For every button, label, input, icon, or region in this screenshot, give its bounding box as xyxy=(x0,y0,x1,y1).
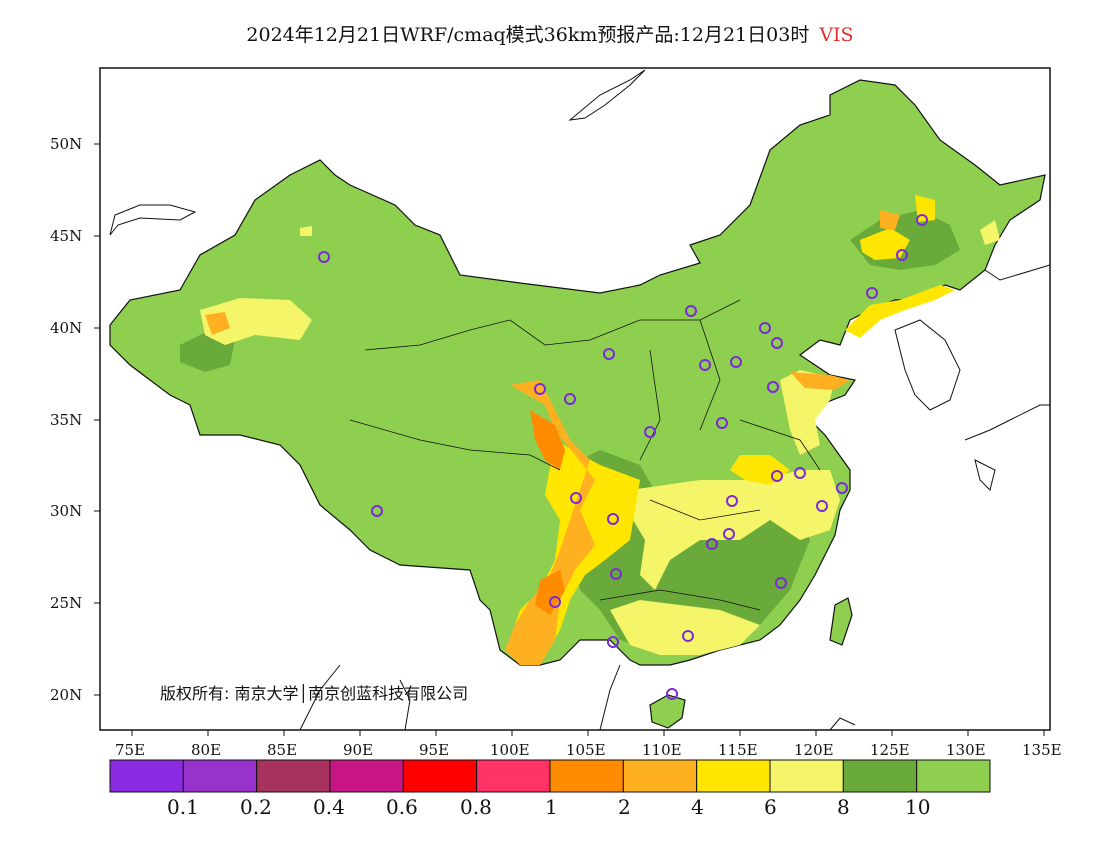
lon-label-110e: 110E xyxy=(642,741,682,759)
legend-swatch xyxy=(182,759,258,793)
legend-swatch xyxy=(916,759,991,793)
lon-label-130e: 130E xyxy=(946,741,986,759)
lat-label-50n: 50N xyxy=(50,135,83,153)
lat-label-25n: 25N xyxy=(50,594,83,612)
lon-label-120e: 120E xyxy=(794,741,834,759)
legend-tick-label: 0.4 xyxy=(313,795,345,819)
legend-swatch xyxy=(256,759,331,793)
legend-swatch xyxy=(549,759,624,793)
lon-label-95e: 95E xyxy=(419,741,450,759)
lat-label-40n: 40N xyxy=(50,319,83,337)
legend-bar xyxy=(109,759,991,793)
title-text: 2024年12月21日WRF/cmaq模式36km预报产品:12月21日03时 xyxy=(246,24,810,46)
legend-tick-label: 0.8 xyxy=(460,795,492,819)
lat-label-30n: 30N xyxy=(50,502,83,520)
lat-label-45n: 45N xyxy=(50,227,83,245)
legend-swatch xyxy=(769,759,844,793)
lon-label-125e: 125E xyxy=(870,741,910,759)
variable-name: VIS xyxy=(819,24,854,46)
lon-label-85e: 85E xyxy=(267,741,298,759)
legend-swatch xyxy=(476,759,551,793)
lon-label-100e: 100E xyxy=(490,741,530,759)
legend-tick-label: 6 xyxy=(764,795,777,819)
lon-label-135e: 135E xyxy=(1022,741,1062,759)
lon-label-115e: 115E xyxy=(718,741,758,759)
neighbour-coastlines xyxy=(109,69,1051,731)
lon-label-80e: 80E xyxy=(191,741,222,759)
legend-tick-label: 2 xyxy=(618,795,631,819)
legend-tick-label: 0.1 xyxy=(167,795,199,819)
lon-label-75e: 75E xyxy=(115,741,146,759)
lon-label-105e: 105E xyxy=(566,741,606,759)
lat-label-20n: 20N xyxy=(50,686,83,704)
lon-ticks xyxy=(131,730,1045,736)
lat-label-35n: 35N xyxy=(50,411,83,429)
lat-ticks xyxy=(94,143,100,696)
taiwan-island xyxy=(829,597,853,646)
map-title: 2024年12月21日WRF/cmaq模式36km预报产品:12月21日03时 V… xyxy=(0,20,1100,47)
legend-swatch xyxy=(696,759,771,793)
legend-swatch xyxy=(329,759,404,793)
legend-swatch xyxy=(109,759,184,793)
legend-tick-label: 4 xyxy=(691,795,704,819)
station-markers xyxy=(318,214,928,700)
lon-label-90e: 90E xyxy=(343,741,374,759)
copyright-text: 版权所有: 南京大学│南京创蓝科技有限公司 xyxy=(160,684,469,703)
legend-tick-label: 8 xyxy=(837,795,850,819)
legend-tick-label: 10 xyxy=(905,795,931,819)
legend-swatch xyxy=(842,759,918,793)
legend-tick-label: 0.6 xyxy=(386,795,418,819)
legend-swatch xyxy=(622,759,698,793)
legend-swatch xyxy=(402,759,478,793)
legend-tick-label: 0.2 xyxy=(240,795,272,819)
legend-tick-label: 1 xyxy=(545,795,558,819)
province-boundaries xyxy=(349,299,821,611)
